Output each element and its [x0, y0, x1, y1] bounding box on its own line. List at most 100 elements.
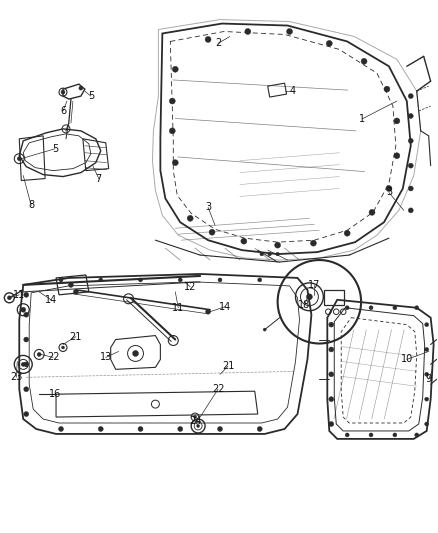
Text: 22: 22: [212, 384, 224, 394]
Circle shape: [170, 98, 175, 104]
Circle shape: [172, 66, 178, 72]
Text: 17: 17: [308, 280, 321, 290]
Text: 1: 1: [359, 114, 365, 124]
Text: 11: 11: [172, 303, 184, 313]
Text: 3: 3: [205, 203, 211, 212]
Circle shape: [170, 128, 175, 134]
Text: 6: 6: [60, 106, 66, 116]
Circle shape: [24, 362, 29, 367]
Circle shape: [187, 215, 193, 221]
Circle shape: [384, 86, 390, 92]
Circle shape: [59, 278, 63, 282]
Circle shape: [415, 433, 419, 437]
Circle shape: [361, 58, 367, 64]
Text: 4: 4: [290, 86, 296, 96]
Circle shape: [218, 278, 222, 282]
Circle shape: [329, 397, 334, 402]
Circle shape: [245, 29, 251, 35]
Circle shape: [138, 278, 142, 282]
Text: 5: 5: [52, 144, 58, 154]
Circle shape: [425, 322, 429, 327]
Circle shape: [329, 347, 334, 352]
Circle shape: [345, 306, 349, 310]
Circle shape: [178, 426, 183, 431]
Text: 9: 9: [426, 374, 432, 384]
Circle shape: [394, 153, 400, 159]
Circle shape: [178, 278, 182, 282]
Circle shape: [326, 41, 332, 46]
Circle shape: [329, 422, 334, 426]
Circle shape: [276, 252, 279, 256]
Text: 14: 14: [45, 295, 57, 305]
Circle shape: [68, 282, 74, 287]
Circle shape: [209, 229, 215, 235]
Circle shape: [408, 114, 413, 118]
Circle shape: [61, 90, 65, 94]
Circle shape: [425, 373, 429, 376]
Circle shape: [79, 86, 83, 90]
Circle shape: [369, 433, 373, 437]
Text: 2: 2: [215, 38, 221, 49]
Circle shape: [415, 306, 419, 310]
Circle shape: [425, 397, 429, 401]
Circle shape: [138, 426, 143, 431]
Text: 14: 14: [219, 302, 231, 312]
Circle shape: [286, 29, 293, 35]
Circle shape: [425, 348, 429, 351]
Circle shape: [345, 433, 349, 437]
Circle shape: [257, 426, 262, 431]
Circle shape: [329, 372, 334, 377]
Text: 13: 13: [99, 352, 112, 362]
Text: 23: 23: [10, 372, 22, 382]
Circle shape: [37, 352, 41, 357]
Text: 11: 11: [13, 290, 25, 300]
Circle shape: [205, 36, 211, 43]
Circle shape: [344, 230, 350, 236]
Text: 16: 16: [49, 389, 61, 399]
Circle shape: [393, 433, 397, 437]
Text: 10: 10: [401, 354, 413, 365]
Text: 5: 5: [88, 91, 94, 101]
Circle shape: [394, 118, 400, 124]
Circle shape: [59, 426, 64, 431]
Circle shape: [24, 411, 29, 417]
Text: 21: 21: [222, 361, 234, 372]
Circle shape: [369, 306, 373, 310]
Text: 22: 22: [47, 352, 59, 362]
Circle shape: [218, 426, 223, 431]
Circle shape: [329, 322, 334, 327]
Circle shape: [17, 157, 21, 160]
Circle shape: [408, 163, 413, 168]
Circle shape: [307, 294, 312, 300]
Circle shape: [386, 185, 392, 191]
Circle shape: [197, 424, 200, 427]
Circle shape: [408, 94, 413, 99]
Circle shape: [24, 387, 29, 392]
Circle shape: [99, 278, 103, 282]
Text: 12: 12: [184, 282, 196, 292]
Circle shape: [24, 292, 29, 297]
Circle shape: [311, 240, 316, 246]
Circle shape: [133, 351, 138, 357]
Text: 21: 21: [70, 332, 82, 342]
Circle shape: [98, 426, 103, 431]
Text: 8: 8: [28, 200, 34, 211]
Circle shape: [393, 306, 397, 310]
Circle shape: [194, 416, 197, 418]
Circle shape: [21, 307, 26, 312]
Text: 3: 3: [386, 188, 392, 197]
Circle shape: [408, 186, 413, 191]
Text: 18: 18: [298, 300, 311, 310]
Circle shape: [260, 252, 264, 256]
Circle shape: [268, 252, 272, 256]
Circle shape: [7, 296, 11, 300]
Circle shape: [172, 160, 178, 166]
Text: 24: 24: [189, 416, 201, 426]
Circle shape: [21, 362, 25, 366]
Circle shape: [61, 346, 64, 349]
Circle shape: [408, 139, 413, 143]
Circle shape: [205, 309, 211, 314]
Circle shape: [408, 208, 413, 213]
Circle shape: [263, 328, 266, 331]
Circle shape: [24, 337, 29, 342]
